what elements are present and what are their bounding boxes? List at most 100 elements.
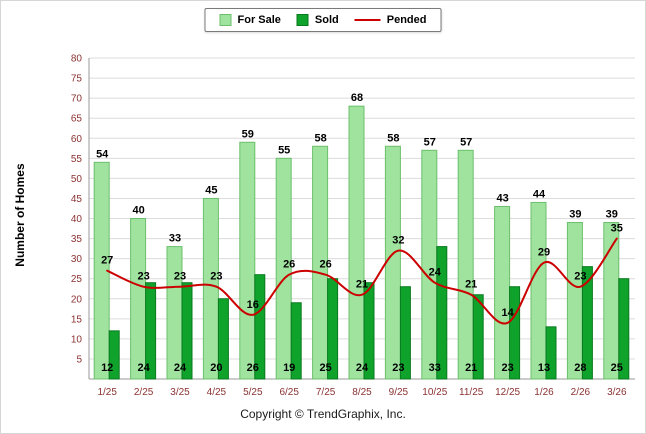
for-sale-value-label: 33 [169, 233, 181, 245]
for-sale-bar [239, 141, 256, 380]
y-tick-label: 75 [71, 74, 83, 85]
sold-value-label: 21 [465, 362, 477, 374]
x-tick-label: 3/26 [607, 387, 627, 398]
pended-value-label: 26 [283, 259, 295, 271]
for-sale-value-label: 59 [242, 128, 254, 140]
sold-value-label: 24 [174, 362, 187, 374]
sold-value-label: 28 [574, 362, 586, 374]
x-tick-label: 2/26 [571, 387, 591, 398]
sold-value-label: 24 [137, 362, 150, 374]
legend-label-sold: Sold [314, 14, 339, 26]
y-tick-label: 55 [71, 154, 83, 165]
pended-value-label: 21 [465, 279, 477, 291]
y-tick-label: 70 [71, 94, 83, 105]
chart-legend: For Sale Sold Pended [204, 8, 442, 32]
for-sale-bar [566, 222, 583, 380]
sold-value-label: 24 [356, 362, 369, 374]
x-tick-label: 1/26 [534, 387, 554, 398]
y-tick-label: 60 [71, 134, 83, 145]
for-sale-bar [530, 201, 547, 380]
x-tick-label: 1/25 [97, 387, 117, 398]
for-sale-value-label: 44 [533, 188, 546, 200]
sold-bar [436, 246, 448, 380]
pended-value-label: 23 [574, 271, 586, 283]
for-sale-value-label: 55 [278, 144, 290, 156]
sold-swatch-icon [296, 14, 309, 26]
pended-value-label: 16 [247, 299, 259, 311]
legend-label-for-sale: For Sale [237, 14, 281, 26]
pended-line-icon [354, 19, 381, 21]
for-sale-bar [202, 197, 219, 380]
for-sale-value-label: 54 [96, 148, 109, 160]
x-tick-label: 7/25 [316, 387, 336, 398]
sold-bar [145, 282, 157, 380]
pended-value-label: 21 [356, 279, 368, 291]
sold-bar [108, 330, 120, 380]
x-tick-label: 12/25 [495, 387, 520, 398]
for-sale-swatch-icon [219, 14, 232, 26]
for-sale-value-label: 57 [424, 136, 436, 148]
for-sale-value-label: 58 [314, 132, 326, 144]
pended-value-label: 14 [501, 307, 514, 319]
x-tick-label: 11/25 [459, 387, 484, 398]
sold-bar [509, 286, 521, 380]
x-tick-label: 9/25 [389, 387, 409, 398]
sold-bar [472, 294, 484, 380]
y-tick-label: 45 [71, 194, 83, 205]
x-tick-label: 8/25 [352, 387, 372, 398]
y-tick-label: 30 [71, 254, 83, 265]
y-tick-label: 20 [71, 294, 83, 305]
x-tick-label: 3/25 [170, 387, 190, 398]
sold-value-label: 20 [210, 362, 222, 374]
pended-value-label: 24 [429, 267, 442, 279]
pended-value-label: 23 [174, 271, 186, 283]
pended-value-label: 27 [101, 255, 113, 267]
for-sale-value-label: 58 [387, 132, 399, 144]
sold-value-label: 12 [101, 362, 113, 374]
x-tick-label: 6/25 [279, 387, 299, 398]
pended-value-label: 23 [210, 271, 222, 283]
for-sale-bar [130, 218, 147, 380]
y-tick-label: 35 [71, 234, 83, 245]
pended-value-label: 26 [319, 259, 331, 271]
y-tick-label: 50 [71, 174, 83, 185]
for-sale-bar [421, 149, 438, 380]
for-sale-value-label: 45 [205, 184, 217, 196]
for-sale-value-label: 43 [496, 192, 508, 204]
for-sale-value-label: 39 [606, 209, 618, 221]
x-tick-label: 10/25 [422, 387, 447, 398]
for-sale-bar [457, 149, 474, 380]
for-sale-bar [348, 105, 365, 380]
pended-line [106, 237, 618, 325]
sold-bar [581, 266, 593, 380]
for-sale-bar [384, 145, 401, 380]
x-tick-label: 5/25 [243, 387, 263, 398]
y-tick-label: 25 [71, 274, 83, 285]
y-tick-label: 40 [71, 214, 83, 225]
for-sale-value-label: 68 [351, 92, 363, 104]
y-tick-label: 10 [71, 334, 83, 345]
sold-value-label: 25 [319, 362, 331, 374]
sold-value-label: 23 [501, 362, 513, 374]
legend-item-sold: Sold [296, 14, 339, 26]
sold-bar [217, 298, 229, 380]
sold-value-label: 23 [392, 362, 404, 374]
legend-label-pended: Pended [386, 14, 427, 26]
for-sale-bar [275, 157, 292, 380]
sold-value-label: 33 [429, 362, 441, 374]
y-tick-label: 15 [71, 314, 83, 325]
sold-bar [363, 282, 375, 380]
sold-value-label: 13 [538, 362, 550, 374]
sold-value-label: 19 [283, 362, 295, 374]
y-tick-label: 5 [76, 354, 82, 365]
sold-value-label: 25 [611, 362, 623, 374]
for-sale-value-label: 40 [132, 205, 144, 217]
legend-item-pended: Pended [354, 14, 427, 26]
y-tick-label: 65 [71, 114, 83, 125]
for-sale-value-label: 39 [569, 209, 581, 221]
for-sale-value-label: 57 [460, 136, 472, 148]
legend-item-for-sale: For Sale [219, 14, 281, 26]
sold-bar [254, 274, 266, 380]
